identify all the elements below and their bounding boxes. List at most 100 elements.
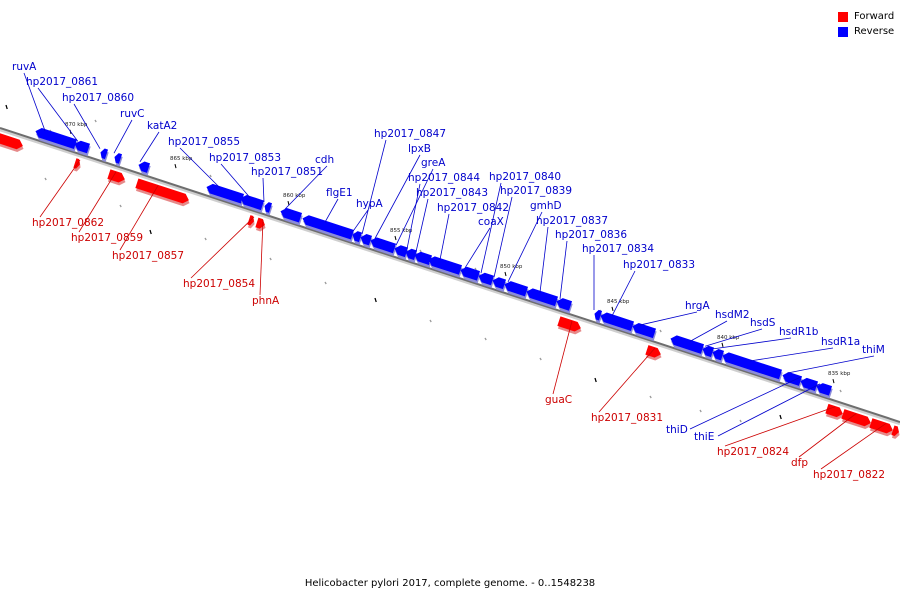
gene-cdh [280, 208, 303, 226]
label-leader [406, 183, 421, 250]
gene-hp2017_0854 [247, 215, 255, 229]
feature-dot [484, 337, 487, 341]
gene-label: thiM [862, 344, 885, 356]
gene-label: hp2017_0836 [555, 229, 627, 241]
feature-dot [739, 419, 742, 423]
label-leader [611, 270, 636, 317]
label-leader [374, 154, 421, 239]
label-leader [259, 219, 264, 296]
gene-body [394, 245, 409, 258]
label-leader [73, 103, 101, 149]
gene-body [35, 127, 78, 149]
scale-tick-label: 835 kbp [828, 371, 851, 377]
gene-label: hp2017_0857 [112, 250, 184, 262]
label-leader [639, 311, 698, 326]
gene-body [352, 231, 363, 243]
gene-label: flgE1 [326, 187, 353, 199]
gene-hp2017_0853 [240, 194, 265, 213]
gene-ruvC [114, 153, 123, 167]
scale-tick-label: 865 kbp [170, 156, 193, 162]
backbone-shadow [0, 127, 900, 426]
gene-hypA [352, 231, 363, 245]
gene-body [460, 266, 481, 281]
gene-label: hsdM2 [715, 309, 750, 321]
gene-label: hp2017_0822 [813, 469, 885, 481]
scale-tick-label: 870 kbp [65, 122, 88, 128]
gene-body [138, 161, 151, 173]
gene-label: hp2017_0851 [251, 166, 323, 178]
feature-dot [594, 377, 597, 383]
feature-dot [839, 389, 842, 393]
scale-tick-label: 855 kbp [390, 228, 413, 234]
gene-body [702, 345, 715, 358]
gene-body [414, 251, 433, 265]
gene-hp2017_0857 [135, 178, 190, 207]
gene-body [302, 215, 355, 240]
feature-dot [204, 237, 207, 241]
label-leader [724, 406, 836, 447]
label-leader [689, 320, 728, 342]
gene-body [240, 194, 265, 211]
gene-hrgA [632, 322, 657, 341]
label-leader [552, 320, 573, 395]
feature-dot [699, 409, 702, 413]
gene-hp2017_0847 [360, 234, 373, 249]
label-leader [717, 383, 821, 437]
gene-body [492, 277, 507, 290]
gene-body [206, 183, 245, 204]
gene-coaX [460, 266, 481, 284]
label-leader [798, 413, 857, 458]
feature-dot [209, 174, 212, 178]
gene-label: cdh [315, 154, 334, 166]
feature-dot [649, 395, 652, 399]
label-leader [324, 198, 339, 223]
gene-label: greA [421, 157, 446, 169]
backbone [0, 127, 900, 423]
gene-dfp [841, 409, 872, 430]
feature-dot [94, 119, 97, 123]
label-leader [539, 226, 549, 293]
gene-edge-0 [0, 132, 24, 153]
map-caption: Helicobacter pylori 2017, complete genom… [304, 578, 596, 589]
label-leader [284, 165, 328, 210]
gene-body [114, 153, 123, 164]
gene-hsdR1b [712, 349, 725, 364]
label-leader [786, 355, 875, 374]
label-leader [480, 182, 502, 274]
forward-swatch [838, 11, 848, 22]
gene-label: hp2017_0862 [32, 217, 104, 229]
gene-hp2017_0860 [100, 148, 109, 162]
gene-body [600, 312, 635, 331]
gene-body [478, 272, 495, 286]
gene-body [800, 377, 819, 392]
gene-label: ruvC [120, 108, 145, 120]
label-leader [139, 131, 160, 162]
gene-lpxB [370, 237, 397, 257]
gene-hsdS [702, 345, 715, 360]
scale-tick [721, 342, 724, 347]
gene-hp2017_0822 [869, 418, 894, 437]
gene-label: hrgA [685, 300, 710, 312]
label-leader [395, 168, 434, 246]
gene-label: hp2017_0839 [500, 185, 572, 197]
gene-flgE1 [302, 215, 355, 243]
feature-dot [659, 329, 662, 333]
feature-dot [779, 414, 782, 420]
feature-dot [374, 297, 377, 303]
gene-body [841, 409, 871, 427]
gene-hp2017_0836 [556, 298, 573, 314]
feature-dot [5, 104, 8, 110]
scale-tick-label: 850 kbp [500, 264, 523, 270]
feature-dot [324, 281, 327, 285]
gene-body [782, 371, 803, 386]
label-leader [78, 171, 117, 233]
gene-hp2017_0855 [206, 183, 245, 207]
gene-hp2017_0843 [414, 251, 433, 268]
gene-greA [394, 245, 409, 260]
label-leader [361, 139, 387, 235]
scale-tick [394, 235, 397, 241]
gene-label: hp2017_0860 [62, 92, 134, 104]
gene-hp2017_0840 [478, 272, 495, 289]
label-leader [113, 119, 133, 154]
